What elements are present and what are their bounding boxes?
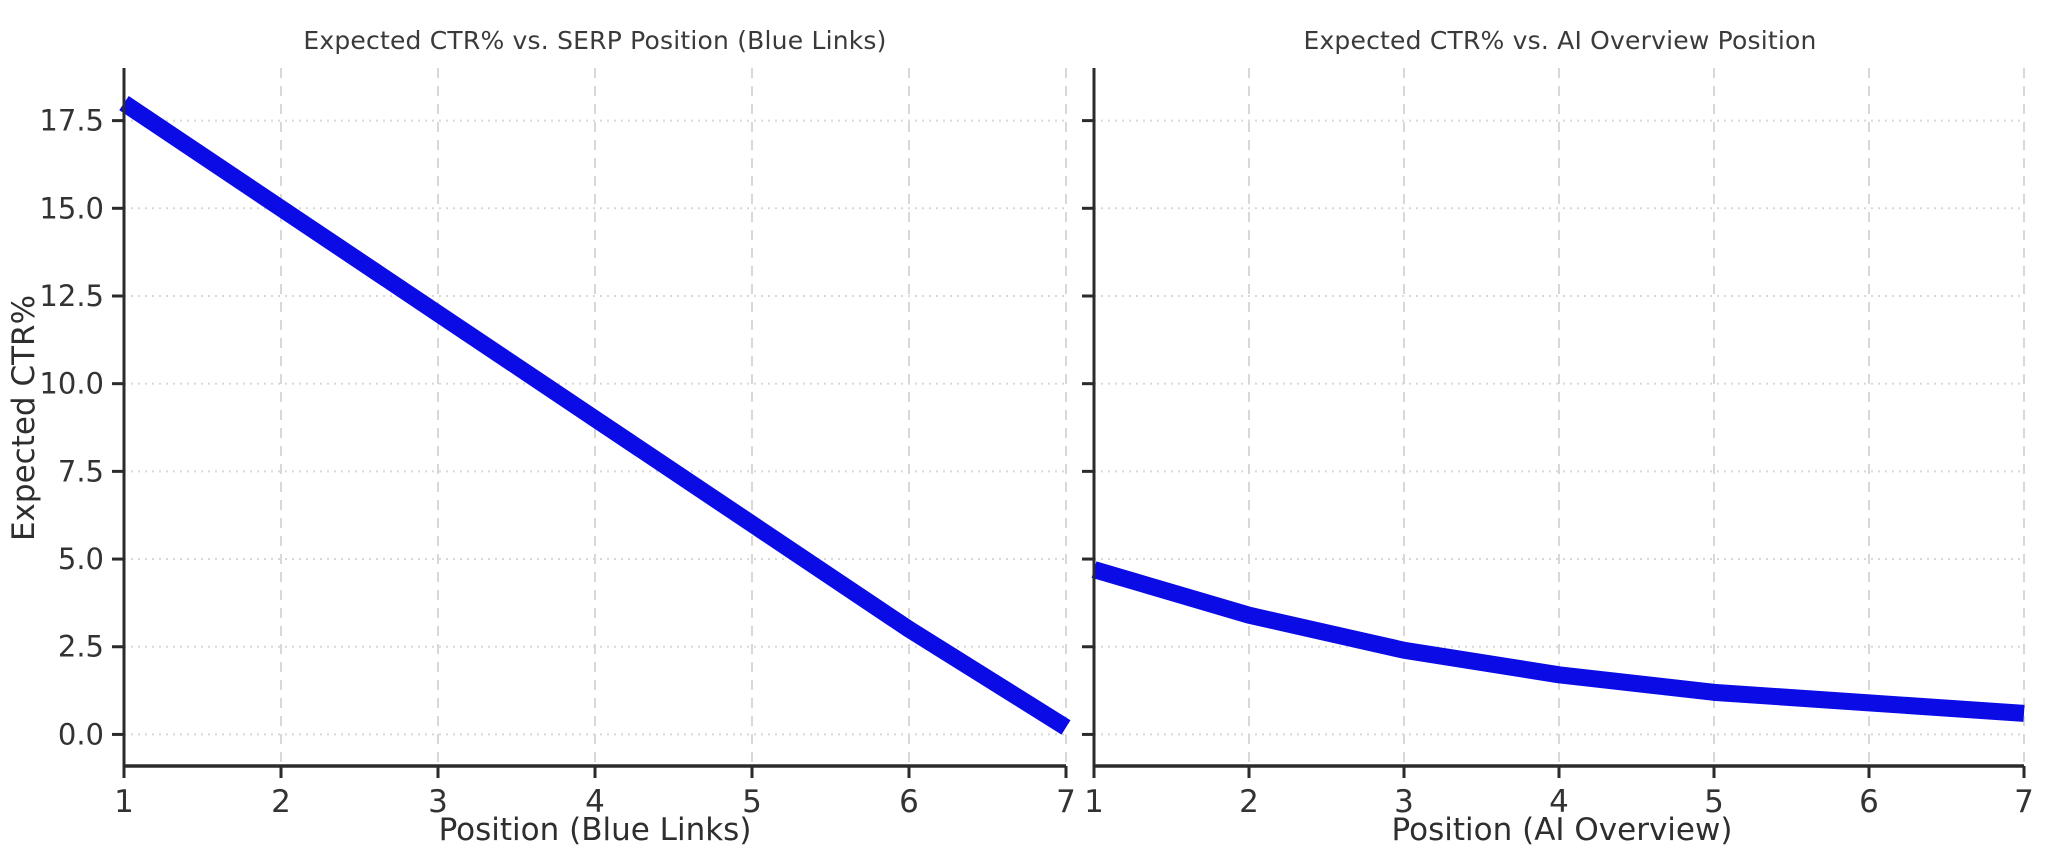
x-tick-label: 2 bbox=[271, 784, 291, 820]
x-tick-label: 1 bbox=[1084, 784, 1104, 820]
x-tick-label: 4 bbox=[1549, 784, 1569, 820]
y-tick-label: 10.0 bbox=[39, 367, 104, 401]
x-tick-label: 5 bbox=[742, 784, 762, 820]
x-tick-label: 7 bbox=[2014, 784, 2034, 820]
chart-title-ai-overview: Expected CTR% vs. AI Overview Position bbox=[1303, 26, 1817, 55]
y-tick-label: 12.5 bbox=[39, 279, 104, 313]
x-tick-label: 3 bbox=[1394, 784, 1414, 820]
x-tick-label: 5 bbox=[1704, 784, 1724, 820]
y-tick-label: 17.5 bbox=[39, 104, 104, 138]
x-tick-label: 7 bbox=[1056, 784, 1076, 820]
y-tick-label: 0.0 bbox=[58, 717, 104, 751]
y-tick-label: 7.5 bbox=[58, 454, 104, 488]
x-axis-label-blue-links: Position (Blue Links) bbox=[438, 812, 752, 848]
x-axis-label-ai-overview: Position (AI Overview) bbox=[1391, 812, 1733, 848]
y-tick-label: 5.0 bbox=[58, 542, 104, 576]
ctr-line-series bbox=[1091, 561, 2025, 722]
ctr-line-series bbox=[119, 96, 1071, 735]
x-tick-label: 3 bbox=[428, 784, 448, 820]
x-tick-label: 4 bbox=[585, 784, 605, 820]
x-tick-label: 1 bbox=[114, 784, 134, 820]
x-tick-label: 2 bbox=[1239, 784, 1259, 820]
y-tick-label: 15.0 bbox=[39, 191, 104, 225]
y-tick-label: 2.5 bbox=[58, 630, 104, 664]
chart-title-blue-links: Expected CTR% vs. SERP Position (Blue Li… bbox=[303, 26, 887, 55]
x-tick-label: 6 bbox=[899, 784, 919, 820]
x-tick-label: 6 bbox=[1859, 784, 1879, 820]
y-axis-label: Expected CTR% bbox=[6, 294, 42, 542]
